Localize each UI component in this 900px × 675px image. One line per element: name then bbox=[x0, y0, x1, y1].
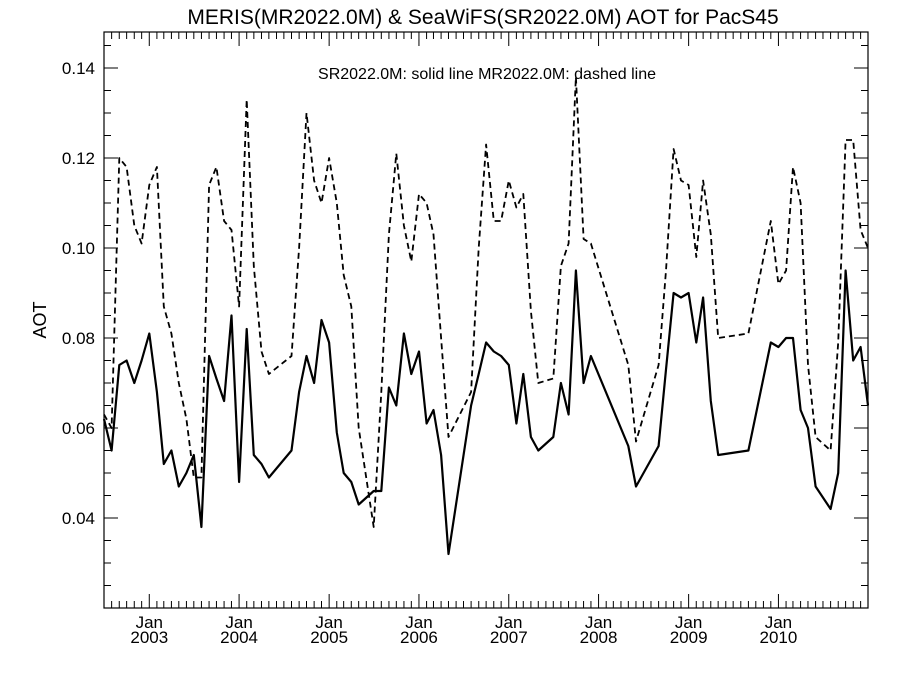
x-tick-year-label: 2003 bbox=[130, 628, 168, 647]
chart-title: MERIS(MR2022.0M) & SeaWiFS(SR2022.0M) AO… bbox=[187, 6, 778, 29]
x-tick-month-label: Jan bbox=[136, 613, 163, 632]
y-tick-label: 0.12 bbox=[62, 149, 95, 168]
y-tick-label: 0.04 bbox=[62, 509, 95, 528]
line-style-annotation: SR2022.0M: solid line MR2022.0M: dashed … bbox=[318, 66, 656, 83]
x-tick-month-label: Jan bbox=[315, 613, 342, 632]
x-tick-month-label: Jan bbox=[405, 613, 432, 632]
x-tick-month-label: Jan bbox=[225, 613, 252, 632]
x-axis: Jan2003Jan2004Jan2005Jan2006Jan2007Jan20… bbox=[103, 32, 862, 647]
y-axis-label: AOT bbox=[30, 301, 50, 338]
x-tick-year-label: 2006 bbox=[400, 628, 438, 647]
y-tick-label: 0.10 bbox=[62, 239, 95, 258]
series-layer bbox=[102, 76, 870, 556]
x-tick-month-label: Jan bbox=[765, 613, 792, 632]
x-tick-year-label: 2008 bbox=[580, 628, 618, 647]
series-line-dashed bbox=[103, 76, 869, 528]
x-tick-month-label: Jan bbox=[675, 613, 702, 632]
y-axis: 0.04 0.06 0.08 0.10 0.12 0.14 bbox=[62, 45, 868, 609]
x-tick-year-label: 2010 bbox=[760, 628, 798, 647]
y-tick-label: 0.06 bbox=[62, 419, 95, 438]
y-tick-label: 0.08 bbox=[62, 329, 95, 348]
plot-frame bbox=[103, 31, 869, 609]
x-tick-year-label: 2007 bbox=[490, 628, 528, 647]
x-tick-year-label: 2004 bbox=[220, 628, 258, 647]
x-tick-year-label: 2009 bbox=[670, 628, 708, 647]
y-tick-label: 0.14 bbox=[62, 59, 95, 78]
x-tick-month-label: Jan bbox=[495, 613, 522, 632]
x-tick-month-label: Jan bbox=[585, 613, 612, 632]
series-line-solid bbox=[102, 269, 870, 556]
x-tick-year-label: 2005 bbox=[310, 628, 348, 647]
